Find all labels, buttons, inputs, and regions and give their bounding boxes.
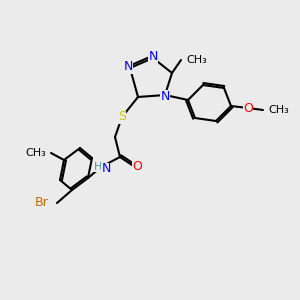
Text: S: S — [118, 110, 126, 124]
Text: CH₃: CH₃ — [25, 148, 46, 158]
Text: Br: Br — [35, 196, 49, 209]
Text: N: N — [101, 163, 111, 176]
Text: CH₃: CH₃ — [186, 55, 207, 65]
Text: N: N — [123, 61, 133, 74]
Text: N: N — [148, 50, 158, 64]
Text: CH₃: CH₃ — [268, 105, 289, 115]
Text: O: O — [243, 101, 253, 115]
Text: N: N — [160, 89, 170, 103]
Text: H: H — [94, 162, 102, 172]
Text: O: O — [132, 160, 142, 173]
